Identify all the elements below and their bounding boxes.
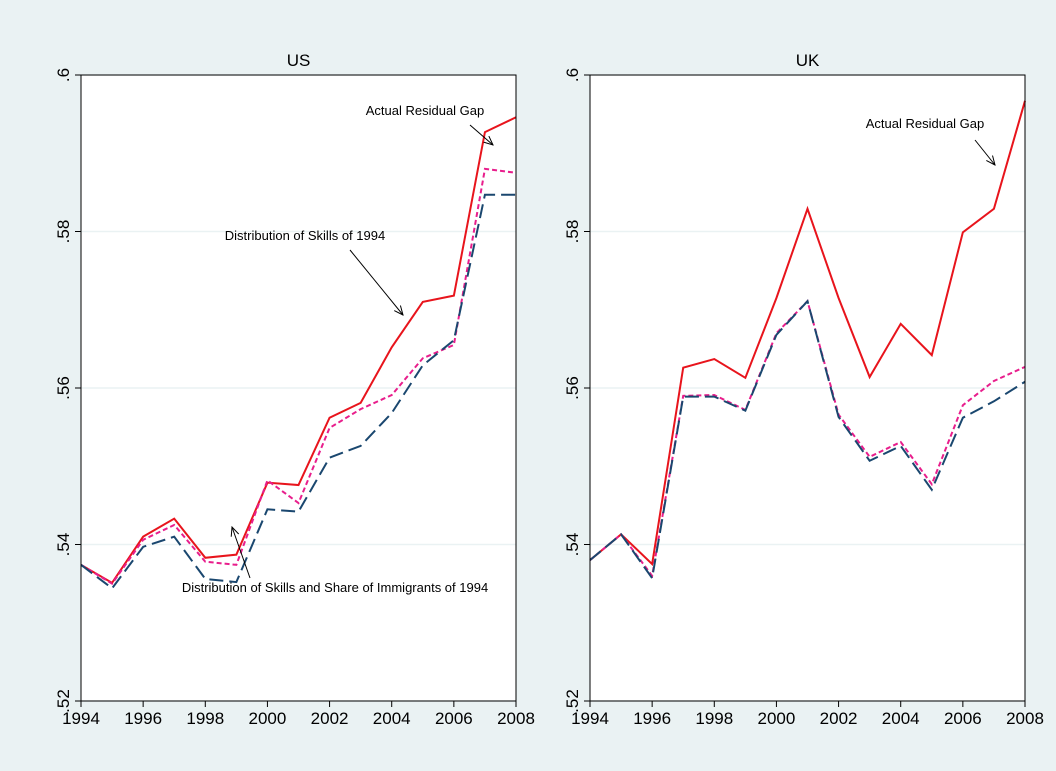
y-tick-label: .58 bbox=[563, 220, 582, 244]
annotation: Actual Residual Gap bbox=[866, 116, 985, 131]
y-tick-label: .56 bbox=[54, 376, 73, 400]
y-tick-label: .58 bbox=[54, 220, 73, 244]
x-tick-label: 1996 bbox=[633, 709, 671, 728]
annotation: Distribution of Skills of 1994 bbox=[225, 228, 385, 243]
x-tick-label: 1996 bbox=[124, 709, 162, 728]
x-tick-label: 1998 bbox=[186, 709, 224, 728]
line-series bbox=[80, 193, 516, 590]
y-tick-label: .6 bbox=[54, 68, 73, 82]
y-tick-label: .54 bbox=[563, 533, 582, 557]
x-tick-label: 2006 bbox=[944, 709, 982, 728]
y-tick-label: .52 bbox=[563, 689, 582, 713]
annotation-arrow bbox=[469, 124, 493, 145]
line-series bbox=[589, 100, 1026, 567]
x-tick-label: 1994 bbox=[62, 709, 100, 728]
annotation: Actual Residual Gap bbox=[366, 103, 485, 118]
y-tick-label: .56 bbox=[563, 376, 582, 400]
line-series bbox=[80, 116, 517, 585]
x-tick-label: 2008 bbox=[497, 709, 535, 728]
annotation-arrow bbox=[349, 249, 403, 315]
y-tick-label: .54 bbox=[54, 533, 73, 557]
x-tick-label: 1998 bbox=[695, 709, 733, 728]
x-tick-label: 2004 bbox=[882, 709, 920, 728]
x-tick-label: 2008 bbox=[1006, 709, 1044, 728]
x-tick-label: 2004 bbox=[373, 709, 411, 728]
plot-frame bbox=[589, 74, 1026, 702]
annotation: Distribution of Skills and Share of Immi… bbox=[182, 580, 488, 595]
annotation-arrow bbox=[974, 139, 995, 165]
annotation-arrow bbox=[232, 527, 251, 579]
line-series bbox=[589, 299, 1026, 581]
x-tick-label: 1994 bbox=[571, 709, 609, 728]
plot-frame bbox=[80, 74, 517, 702]
panel-title: US bbox=[287, 51, 311, 70]
y-tick-label: .6 bbox=[563, 68, 582, 82]
panel-title: UK bbox=[796, 51, 820, 70]
x-tick-label: 2006 bbox=[435, 709, 473, 728]
x-tick-label: 2000 bbox=[249, 709, 287, 728]
x-tick-label: 2002 bbox=[311, 709, 349, 728]
x-tick-label: 2000 bbox=[758, 709, 796, 728]
y-tick-label: .52 bbox=[54, 689, 73, 713]
x-tick-label: 2002 bbox=[820, 709, 858, 728]
